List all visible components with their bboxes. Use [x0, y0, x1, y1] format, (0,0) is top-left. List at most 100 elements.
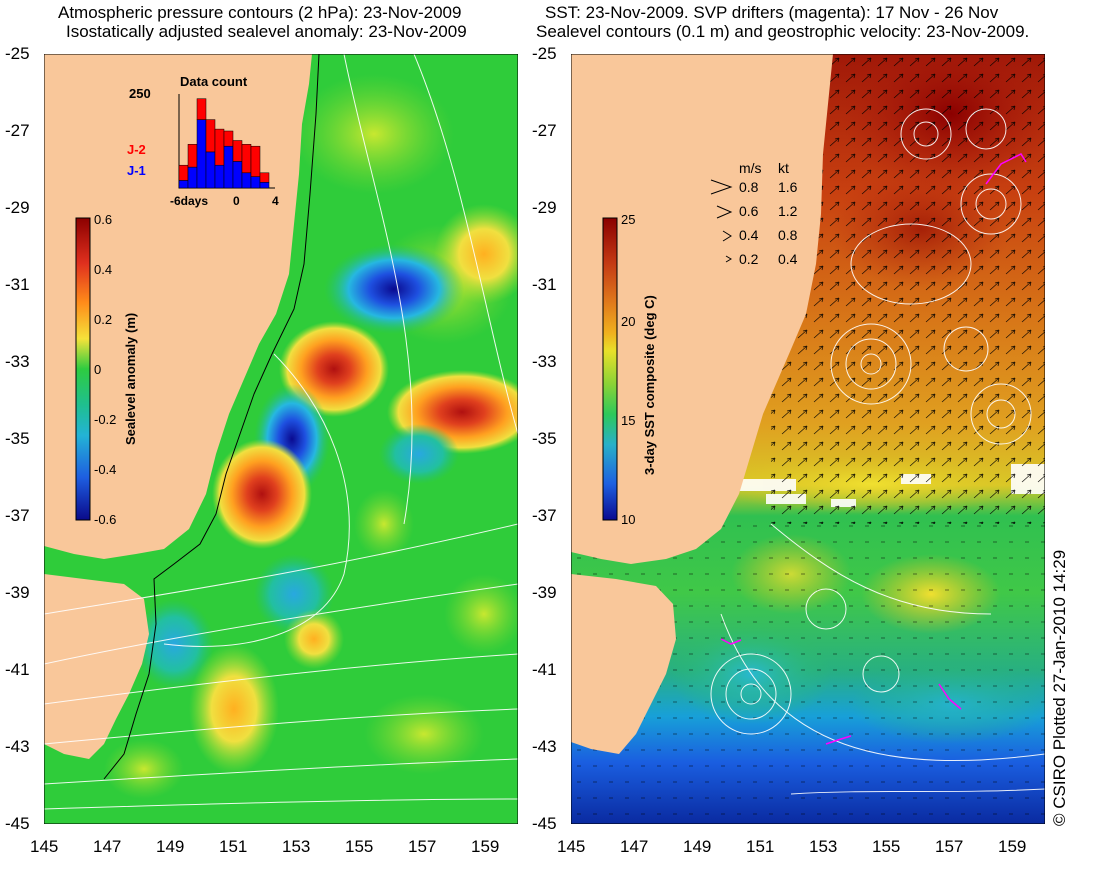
histogram-bar-j2	[241, 144, 252, 174]
right-lon-tick: 159	[998, 837, 1027, 856]
inset-xtick-start: -6days	[170, 194, 209, 208]
left-title-line2: Isostatically adjusted sealevel anomaly:…	[66, 22, 467, 41]
right-lat-tick: -29	[532, 198, 557, 217]
left-lon-tick: 145	[30, 837, 59, 856]
left-lat-tick: -41	[5, 660, 30, 679]
histogram-bar-j2	[259, 172, 270, 183]
inset-ymax: 250	[129, 86, 151, 101]
histogram-bar-j1	[178, 180, 189, 189]
sla-tick-0.4: 0.4	[94, 262, 113, 277]
histogram-bar-j1	[223, 145, 234, 189]
right-lat-tick: -35	[532, 429, 557, 448]
data-count-histogram	[178, 94, 275, 189]
histogram-bar-j1	[250, 176, 261, 189]
left-lat-tick: -27	[5, 121, 30, 140]
sla-tick-neg0.4: -0.4	[94, 462, 117, 477]
sst-colorbar-label: 3-day SST composite (deg C)	[642, 295, 657, 475]
right-lon-tick: 149	[683, 837, 712, 856]
legend-j1: J-1	[127, 163, 146, 178]
velocity-arrow-glyphs	[710, 179, 733, 263]
sla-tick-neg0.2: -0.2	[94, 412, 117, 427]
right-lat-tick: -25	[532, 44, 557, 63]
histogram-bar-j1	[205, 151, 216, 189]
sst-tick-20: 20	[621, 314, 636, 329]
left-lon-tick: 147	[93, 837, 122, 856]
histogram-bar-j2	[223, 130, 234, 147]
histogram-bar-j2	[196, 98, 207, 120]
histogram-bar-j1	[196, 119, 207, 189]
plot-credit: © CSIRO Plotted 27-Jan-2010 14:29	[1050, 549, 1069, 826]
velocity-row-ms-3: 0.4	[739, 227, 759, 243]
left-lat-tick: -45	[5, 814, 30, 833]
velocity-row-ms-2: 0.6	[739, 203, 759, 219]
velocity-header-ms: m/s	[739, 160, 762, 176]
velocity-header-kt: kt	[778, 160, 789, 176]
sla-tick-0.6: 0.6	[94, 212, 113, 227]
inset-xtick-end: 4	[272, 194, 279, 208]
right-lat-tick: -27	[532, 121, 557, 140]
velocity-row-ms-1: 0.8	[739, 179, 759, 195]
sealevel-colorbar	[75, 217, 91, 521]
velocity-row-kt-2: 1.2	[778, 203, 798, 219]
histogram-bar-j1	[259, 182, 270, 189]
left-lon-tick: 149	[156, 837, 185, 856]
sla-tick-0: 0	[94, 362, 102, 377]
histogram-bar-j2	[250, 145, 261, 177]
left-lat-tick: -31	[5, 275, 30, 294]
right-lon-tick: 157	[935, 837, 964, 856]
inset-title: Data count	[180, 74, 248, 89]
sst-map	[571, 54, 1045, 824]
sst-tick-25: 25	[621, 212, 636, 227]
sla-tick-0.2: 0.2	[94, 312, 113, 327]
sst-tick-15: 15	[621, 413, 636, 428]
right-lat-tick: -31	[532, 275, 557, 294]
sst-tick-10: 10	[621, 512, 636, 527]
left-lat-tick: -43	[5, 737, 30, 756]
right-lon-tick: 151	[746, 837, 775, 856]
velocity-legend: m/s kt 0.8 1.6 0.6 1.2 0.4 0.8 0.2 0.4	[705, 160, 815, 270]
legend-j2: J-2	[127, 142, 146, 157]
right-lon-tick: 155	[872, 837, 901, 856]
left-lat-tick: -29	[5, 198, 30, 217]
right-lat-tick: -41	[532, 660, 557, 679]
sla-tick-neg0.6: -0.6	[94, 512, 117, 527]
right-lon-tick: 145	[557, 837, 586, 856]
left-lon-tick: 159	[471, 837, 500, 856]
right-lat-tick: -43	[532, 737, 557, 756]
histogram-bar-j2	[205, 119, 216, 153]
histogram-bar-j2	[187, 144, 198, 168]
sst-colorbar	[602, 217, 618, 521]
left-lon-tick: 157	[408, 837, 437, 856]
velocity-row-kt-3: 0.8	[778, 227, 798, 243]
right-lat-tick: -39	[532, 583, 557, 602]
left-lat-tick: -25	[5, 44, 30, 63]
right-lon-tick: 153	[809, 837, 838, 856]
sla-colorbar-label: Sealevel anomaly (m)	[123, 312, 138, 445]
left-lon-tick: 155	[345, 837, 374, 856]
histogram-bar-j1	[187, 166, 198, 189]
velocity-row-ms-4: 0.2	[739, 251, 759, 267]
inset-xtick-zero: 0	[233, 194, 240, 208]
right-lat-tick: -37	[532, 506, 557, 525]
left-lat-tick: -33	[5, 352, 30, 371]
histogram-bar-j2	[232, 140, 243, 162]
left-lon-tick: 151	[219, 837, 248, 856]
left-lat-tick: -39	[5, 583, 30, 602]
velocity-row-kt-4: 0.4	[778, 251, 798, 267]
velocity-row-kt-1: 1.6	[778, 179, 798, 195]
left-lat-tick: -37	[5, 506, 30, 525]
left-title-line1: Atmospheric pressure contours (2 hPa): 2…	[58, 3, 462, 22]
sealevel-anomaly-map	[44, 54, 518, 824]
histogram-bar-j1	[214, 164, 225, 189]
right-lat-tick: -45	[532, 814, 557, 833]
right-lat-tick: -33	[532, 352, 557, 371]
left-lat-tick: -35	[5, 429, 30, 448]
histogram-bar-j2	[214, 128, 225, 166]
data-count-inset: Data count 250 J-2 J-1 -6days 0 4	[120, 72, 280, 212]
left-lon-tick: 153	[282, 837, 311, 856]
histogram-bar-j2	[178, 164, 189, 181]
histogram-bar-j1	[241, 172, 252, 189]
right-title-line2: Sealevel contours (0.1 m) and geostrophi…	[536, 22, 1030, 41]
right-lon-tick: 147	[620, 837, 649, 856]
right-title-line1: SST: 23-Nov-2009. SVP drifters (magenta)…	[545, 3, 999, 22]
